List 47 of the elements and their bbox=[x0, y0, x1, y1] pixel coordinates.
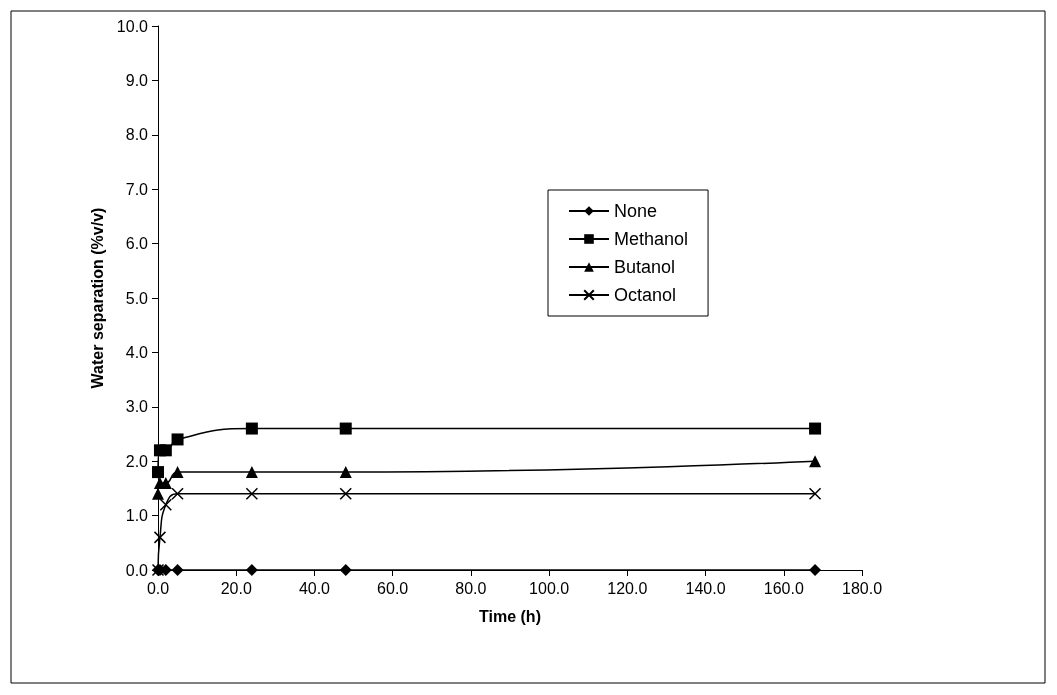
point bbox=[245, 487, 259, 501]
y-axis-title: Water separation (%v/v) bbox=[89, 207, 107, 389]
legend-label: Butanol bbox=[614, 257, 676, 277]
y-tick-label: 5.0 bbox=[125, 289, 149, 307]
y-tick-label: 3.0 bbox=[125, 398, 149, 416]
x-tick-label: 40.0 bbox=[298, 579, 331, 597]
point bbox=[171, 433, 184, 446]
point bbox=[339, 564, 352, 576]
point bbox=[152, 466, 164, 479]
y-tick-label: 4.0 bbox=[125, 343, 149, 361]
x-tick-label: 140.0 bbox=[685, 579, 726, 597]
y-tick-label: 2.0 bbox=[125, 452, 149, 470]
point bbox=[159, 498, 173, 511]
x-tick-label: 0.0 bbox=[146, 579, 170, 597]
x-tick-label: 160.0 bbox=[763, 579, 804, 597]
point bbox=[171, 487, 184, 501]
x-tick-label: 80.0 bbox=[455, 579, 487, 597]
point bbox=[245, 422, 258, 435]
y-tick-label: 8.0 bbox=[125, 126, 149, 144]
point bbox=[339, 466, 352, 479]
legend-label: Octanol bbox=[614, 285, 677, 305]
y-tick-label: 10.0 bbox=[116, 17, 149, 35]
x-tick-label: 120.0 bbox=[607, 579, 648, 597]
legend-label: Methanol bbox=[614, 229, 689, 249]
x-axis-title: Time (h) bbox=[479, 607, 541, 625]
point bbox=[159, 444, 172, 457]
legend-label: None bbox=[614, 201, 658, 221]
x-tick-label: 100.0 bbox=[529, 579, 570, 597]
x-tick-label: 180.0 bbox=[841, 579, 883, 597]
point bbox=[809, 422, 822, 435]
point bbox=[339, 487, 352, 501]
y-tick-label: 6.0 bbox=[125, 235, 149, 253]
y-tick-label: 7.0 bbox=[125, 180, 149, 198]
x-tick-label: 20.0 bbox=[220, 579, 252, 597]
x-tick-label: 60.0 bbox=[377, 579, 409, 597]
point bbox=[171, 564, 184, 576]
point bbox=[245, 564, 258, 576]
y-tick-label: 9.0 bbox=[125, 71, 149, 89]
point bbox=[245, 466, 258, 479]
point bbox=[339, 422, 352, 435]
point bbox=[171, 466, 184, 479]
y-tick-label: 0.0 bbox=[125, 561, 149, 579]
point bbox=[808, 487, 822, 501]
point bbox=[809, 564, 822, 576]
y-tick-label: 1.0 bbox=[125, 507, 149, 525]
point bbox=[809, 455, 822, 468]
point bbox=[153, 531, 167, 544]
